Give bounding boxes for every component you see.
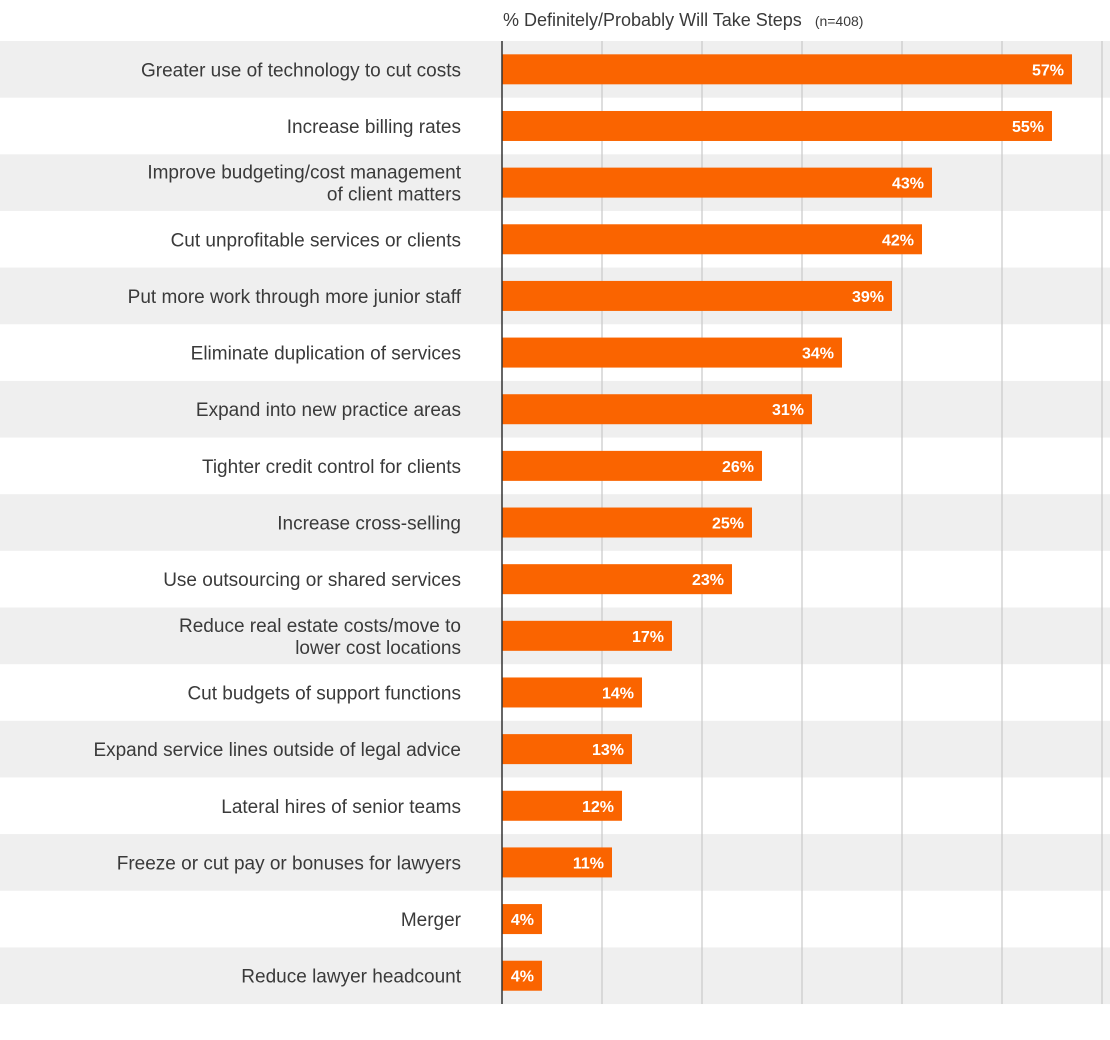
value-label: 17% bbox=[632, 629, 664, 646]
value-label: 39% bbox=[852, 289, 884, 306]
value-label: 13% bbox=[592, 742, 624, 759]
value-label: 23% bbox=[692, 572, 724, 589]
value-label: 34% bbox=[802, 346, 834, 363]
category-label: Reduce lawyer headcount bbox=[241, 967, 461, 988]
category-labels: Greater use of technology to cut costs In… bbox=[93, 60, 461, 987]
category-label: Expand into new practice areas bbox=[196, 400, 461, 421]
category-label: Put more work through more junior staff bbox=[128, 287, 462, 308]
category-label: Improve budgeting/cost management of clie… bbox=[147, 163, 461, 206]
bar bbox=[502, 847, 612, 878]
category-label: Freeze or cut pay or bonuses for lawyers bbox=[117, 853, 461, 874]
value-label: 42% bbox=[882, 232, 914, 249]
bar bbox=[502, 620, 672, 651]
value-label: 31% bbox=[772, 402, 804, 419]
bar bbox=[502, 564, 732, 595]
bar bbox=[502, 224, 922, 255]
bar bbox=[502, 167, 932, 198]
bar bbox=[502, 450, 762, 481]
value-label: 55% bbox=[1012, 119, 1044, 136]
bar bbox=[502, 960, 542, 991]
bar bbox=[502, 677, 642, 708]
value-labels: 57% 55% 43% 42% 39% 34% 31% 26% 25% 23% 17% 14% 13% 1… bbox=[511, 62, 1064, 985]
category-label: Merger bbox=[401, 910, 462, 931]
category-label: Increase billing rates bbox=[287, 117, 461, 138]
value-label: 25% bbox=[712, 516, 744, 533]
bar bbox=[502, 507, 752, 538]
bar bbox=[502, 280, 892, 311]
value-label: 57% bbox=[1032, 62, 1064, 79]
value-label: 26% bbox=[722, 459, 754, 476]
bar bbox=[502, 110, 1052, 141]
bar bbox=[502, 337, 842, 368]
category-label: Tighter credit control for clients bbox=[202, 457, 461, 478]
category-label: Greater use of technology to cut costs bbox=[141, 60, 461, 81]
bar bbox=[502, 734, 632, 765]
category-label: Use outsourcing or shared services bbox=[163, 570, 461, 591]
value-label: 11% bbox=[573, 855, 604, 872]
category-label: Lateral hires of senior teams bbox=[221, 797, 461, 818]
value-label: 14% bbox=[602, 685, 634, 702]
chart-title: % Definitely/Probably Will Take Steps (n… bbox=[503, 10, 863, 30]
category-label: Reduce real estate costs/move to lower co… bbox=[179, 616, 461, 659]
value-label: 12% bbox=[582, 799, 614, 816]
row-band bbox=[0, 947, 1110, 1005]
bar bbox=[502, 54, 1072, 85]
category-label: Expand service lines outside of legal ad… bbox=[93, 740, 461, 761]
value-label: 43% bbox=[892, 176, 924, 193]
bar bbox=[502, 790, 622, 821]
category-label: Eliminate duplication of services bbox=[191, 344, 461, 365]
bars bbox=[502, 54, 1072, 991]
category-label: Cut unprofitable services or clients bbox=[171, 230, 461, 251]
chart-title-sample-size: (n=408) bbox=[815, 13, 864, 29]
value-label: 4% bbox=[511, 912, 534, 929]
bar bbox=[502, 904, 542, 935]
value-label: 4% bbox=[511, 969, 534, 986]
category-label: Cut budgets of support functions bbox=[187, 683, 461, 704]
bar bbox=[502, 394, 812, 425]
category-label: Increase cross-selling bbox=[277, 514, 461, 535]
chart-title-main: % Definitely/Probably Will Take Steps bbox=[503, 10, 802, 30]
